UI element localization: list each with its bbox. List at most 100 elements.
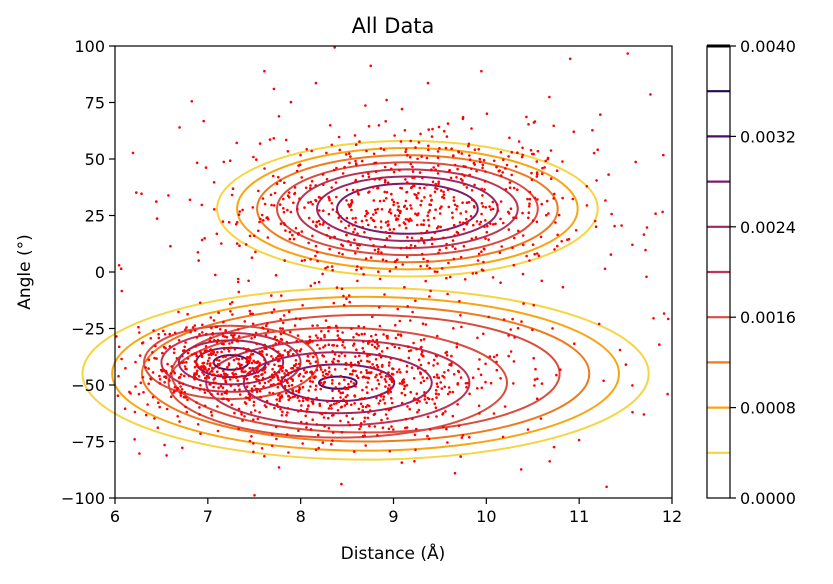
scatter-point [205,332,208,336]
scatter-point [597,322,601,326]
scatter-point [414,212,417,215]
scatter-point [467,144,470,148]
scatter-point [404,417,408,421]
scatter-point [281,369,284,373]
scatter-point [340,287,344,291]
scatter-point [396,307,400,311]
scatter-point [403,393,407,397]
scatter-point [396,258,399,262]
scatter-point [270,294,273,297]
scatter-point [221,334,225,338]
scatter-point [335,402,338,405]
scatter-point [291,378,294,381]
scatter-point [198,333,201,336]
scatter-point [212,381,215,384]
y-axis-label: Angle (°) [15,234,35,310]
scatter-point [427,224,431,227]
scatter-point [383,165,387,169]
scatter-point [437,180,441,184]
scatter-point [217,386,220,390]
scatter-point [546,157,550,161]
scatter-point [216,392,220,396]
scatter-point [277,382,280,386]
scatter-point [445,354,449,357]
scatter-point [241,208,244,212]
scatter-point [412,377,416,380]
scatter-point [313,281,317,285]
scatter-point [299,408,303,412]
scatter-point [297,390,301,394]
scatter-point [436,156,440,159]
scatter-point [279,327,282,330]
scatter-point [246,396,250,400]
scatter-point [618,348,622,352]
scatter-point [275,403,279,406]
scatter-point [261,350,264,353]
scatter-point [203,237,206,240]
scatter-point [473,183,476,187]
scatter-point [283,223,287,226]
scatter-point [300,230,304,233]
scatter-point [154,344,157,348]
scatter-point [457,370,461,374]
scatter-point [418,186,422,190]
scatter-point [344,226,347,230]
scatter-point [301,385,305,389]
scatter-point [351,217,355,220]
scatter-point [262,219,265,222]
scatter-point [230,403,234,407]
scatter-point [251,390,254,393]
scatter-point [340,482,343,486]
scatter-point [381,426,385,430]
scatter-point [213,339,216,342]
scatter-point [198,413,201,416]
scatter-point [364,257,368,260]
scatter-point [197,259,200,262]
scatter-point [410,219,413,222]
scatter-point [475,220,479,223]
scatter-point [169,372,173,375]
scatter-point [413,397,416,400]
scatter-point [258,220,261,224]
scatter-point [431,398,434,401]
scatter-point [144,366,147,369]
scatter-point [297,231,300,235]
scatter-point [545,213,548,217]
scatter-point [202,388,206,391]
scatter-point [202,364,205,368]
scatter-point [408,407,412,411]
scatter-point [400,461,404,464]
scatter-point [458,299,461,303]
scatter-point [484,206,488,209]
scatter-point [296,410,300,413]
scatter-point [274,342,278,345]
scatter-point [402,378,406,381]
scatter-point [207,367,211,371]
scatter-point [197,375,201,378]
scatter-point [325,234,329,237]
scatter-point [426,434,429,438]
scatter-point [293,186,297,189]
scatter-point [411,417,414,421]
scatter-point [409,186,413,190]
scatter-point [341,172,345,175]
scatter-point [591,128,594,132]
scatter-point [117,374,120,378]
scatter-point [301,304,304,307]
scatter-point [410,207,413,210]
scatter-point [367,411,370,414]
scatter-point [489,208,493,211]
scatter-point [412,183,416,187]
scatter-point [386,181,390,184]
scatter-point [585,185,589,188]
scatter-point [426,81,430,85]
scatter-point [603,267,607,271]
scatter-point [285,391,288,395]
scatter-point [380,251,383,254]
scatter-point [339,391,343,395]
scatter-point [233,411,236,415]
scatter-point [348,372,352,376]
scatter-point [434,208,437,211]
scatter-point [237,427,240,431]
scatter-point [307,201,310,204]
